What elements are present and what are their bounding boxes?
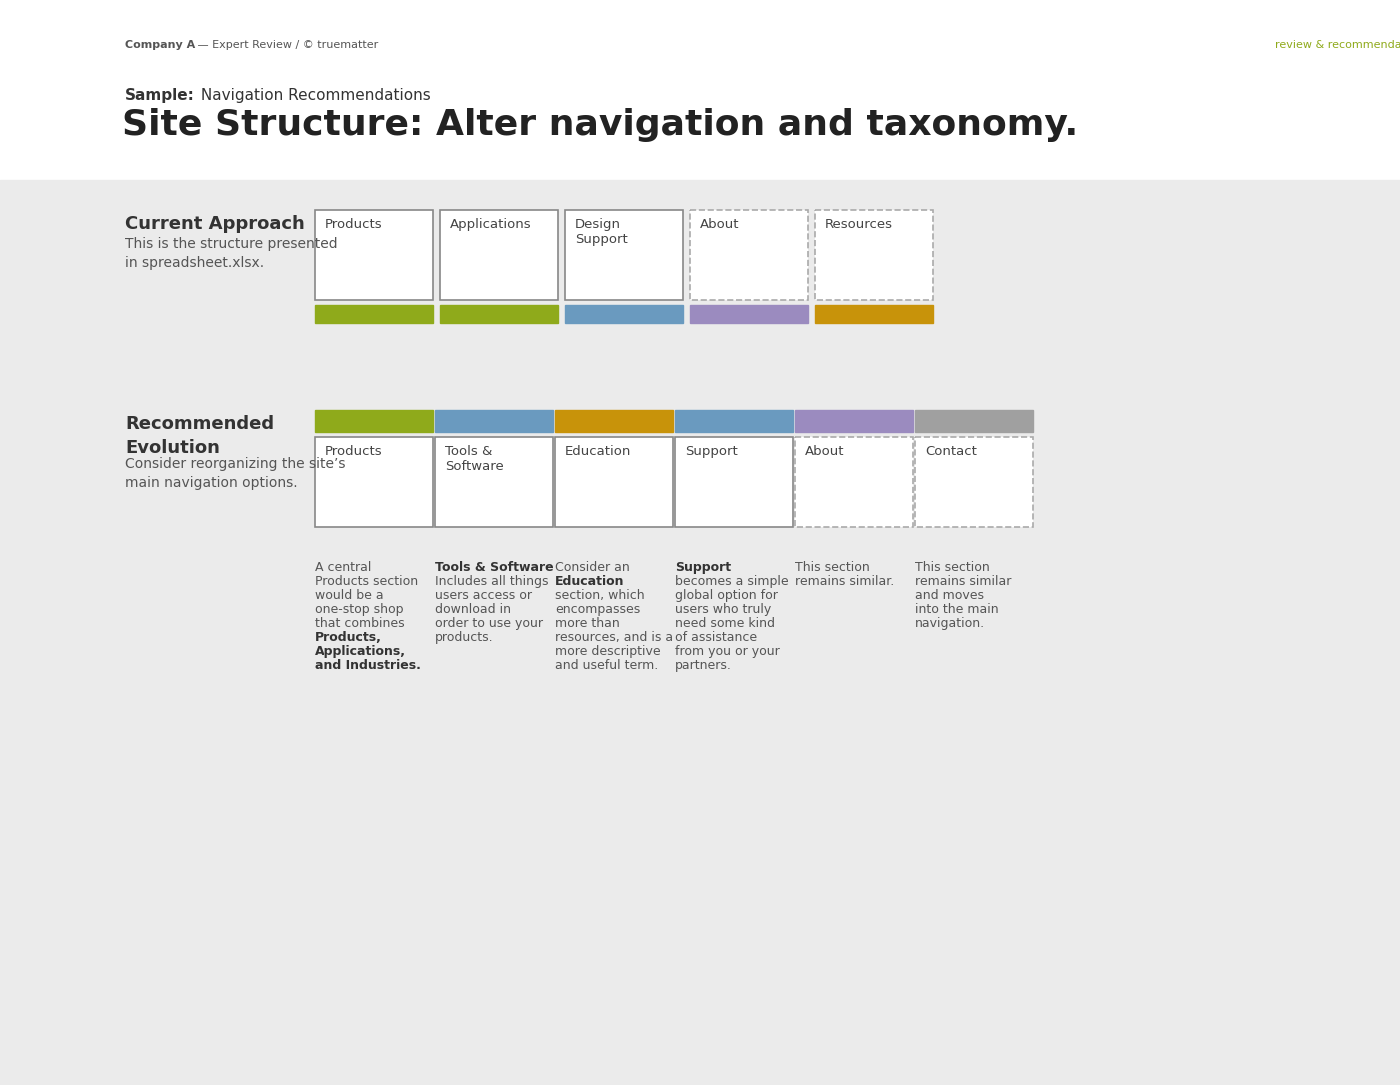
Bar	[795, 437, 913, 527]
Bar	[675, 437, 792, 527]
Bar	[566, 210, 683, 299]
Text: of assistance: of assistance	[675, 631, 757, 644]
Bar	[440, 305, 559, 323]
Text: Navigation Recommendations: Navigation Recommendations	[196, 88, 431, 103]
Text: Company A: Company A	[125, 40, 195, 50]
Text: becomes a simple: becomes a simple	[675, 575, 788, 588]
Bar	[435, 410, 553, 432]
Text: Education: Education	[566, 445, 631, 458]
Text: Applications: Applications	[449, 218, 532, 231]
Bar	[435, 437, 553, 527]
Bar	[815, 210, 932, 299]
Bar	[315, 210, 433, 299]
Text: Resources: Resources	[825, 218, 893, 231]
Text: order to use your: order to use your	[435, 617, 543, 630]
Text: This section: This section	[916, 561, 990, 574]
Bar	[315, 305, 433, 323]
Bar	[815, 305, 932, 323]
Bar	[554, 410, 673, 432]
Text: more than: more than	[554, 617, 620, 630]
Text: Products,: Products,	[315, 631, 382, 644]
Text: Tools & Software: Tools & Software	[435, 561, 553, 574]
Text: Design
Support: Design Support	[575, 218, 627, 246]
Text: Education: Education	[554, 575, 624, 588]
Bar	[566, 305, 683, 323]
Bar	[675, 410, 792, 432]
Text: and Industries.: and Industries.	[315, 659, 421, 672]
Text: This is the structure presented
in spreadsheet.xlsx.: This is the structure presented in sprea…	[125, 237, 337, 270]
Bar	[554, 437, 673, 527]
Bar	[315, 437, 433, 527]
Bar	[690, 305, 808, 323]
Text: navigation.: navigation.	[916, 617, 986, 630]
Text: would be a: would be a	[315, 589, 384, 602]
Text: Support: Support	[685, 445, 738, 458]
Text: Products: Products	[325, 218, 382, 231]
Text: Site Structure: Alter navigation and taxonomy.: Site Structure: Alter navigation and tax…	[122, 108, 1078, 142]
Text: Products section: Products section	[315, 575, 419, 588]
Text: Consider reorganizing the site’s
main navigation options.: Consider reorganizing the site’s main na…	[125, 457, 346, 490]
Text: About: About	[805, 445, 844, 458]
Bar	[315, 410, 433, 432]
Text: — Expert Review / © truematter: — Expert Review / © truematter	[195, 40, 378, 50]
Text: products.: products.	[435, 631, 494, 644]
Bar	[0, 180, 1400, 1085]
Text: Consider an: Consider an	[554, 561, 630, 574]
Text: more descriptive: more descriptive	[554, 644, 661, 658]
Text: A central: A central	[315, 561, 371, 574]
Text: partners.: partners.	[675, 659, 732, 672]
Text: need some kind: need some kind	[675, 617, 776, 630]
Text: users who truly: users who truly	[675, 603, 771, 616]
Bar	[690, 210, 808, 299]
Text: Current Approach: Current Approach	[125, 215, 305, 233]
Text: global option for: global option for	[675, 589, 778, 602]
Text: and useful term.: and useful term.	[554, 659, 658, 672]
Text: remains similar.: remains similar.	[795, 575, 895, 588]
Text: encompasses: encompasses	[554, 603, 640, 616]
Text: Products: Products	[325, 445, 382, 458]
Text: Contact: Contact	[925, 445, 977, 458]
Bar	[916, 410, 1033, 432]
Text: into the main: into the main	[916, 603, 998, 616]
Text: This section: This section	[795, 561, 869, 574]
Bar	[0, 0, 1400, 180]
Text: Recommended
Evolution: Recommended Evolution	[125, 414, 274, 457]
Bar	[795, 410, 913, 432]
Text: Includes all things: Includes all things	[435, 575, 549, 588]
Text: and moves: and moves	[916, 589, 984, 602]
Bar	[916, 437, 1033, 527]
Text: Applications,: Applications,	[315, 644, 406, 658]
Text: About: About	[700, 218, 739, 231]
Text: download in: download in	[435, 603, 511, 616]
Text: review & recommendations: review & recommendations	[1275, 40, 1400, 50]
Text: section, which: section, which	[554, 589, 644, 602]
Text: that combines: that combines	[315, 617, 405, 630]
Text: Sample:: Sample:	[125, 88, 195, 103]
Text: users access or: users access or	[435, 589, 532, 602]
Text: remains similar: remains similar	[916, 575, 1011, 588]
Text: Tools &
Software: Tools & Software	[445, 445, 504, 473]
Text: resources, and is a: resources, and is a	[554, 631, 673, 644]
Text: one-stop shop: one-stop shop	[315, 603, 403, 616]
Text: Support: Support	[675, 561, 731, 574]
Bar	[440, 210, 559, 299]
Text: from you or your: from you or your	[675, 644, 780, 658]
